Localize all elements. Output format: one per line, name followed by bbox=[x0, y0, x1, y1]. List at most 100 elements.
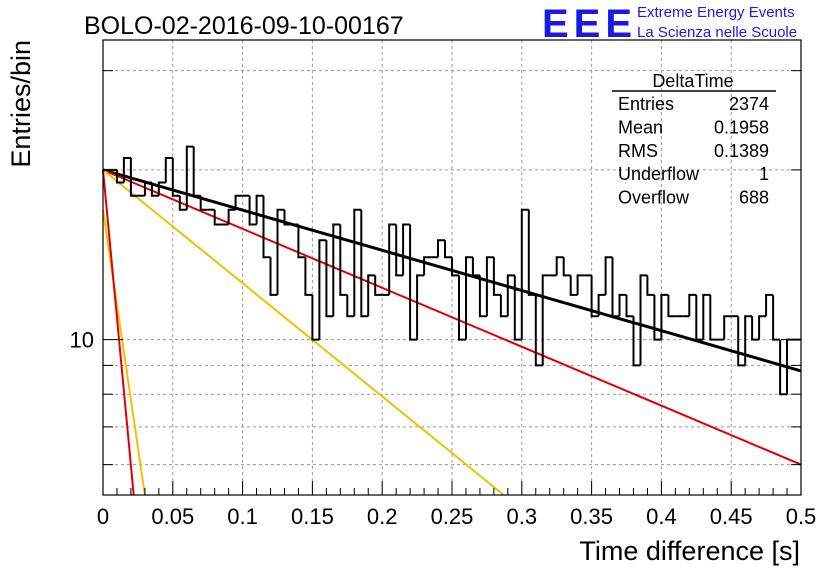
histogram-bin bbox=[122, 157, 131, 183]
histogram-bin bbox=[346, 294, 355, 318]
histogram-bin bbox=[360, 209, 369, 318]
x-tick-label: 0.2 bbox=[367, 504, 398, 529]
eee-logo: EEE bbox=[542, 2, 632, 46]
histogram-bin bbox=[269, 257, 278, 296]
histogram-bin bbox=[485, 256, 494, 317]
histogram-bin bbox=[744, 315, 753, 366]
stats-row-value: 1 bbox=[759, 164, 769, 184]
histogram-bin bbox=[262, 195, 271, 259]
histogram-bin bbox=[150, 182, 159, 197]
histogram-bin bbox=[199, 195, 208, 211]
histogram-bin bbox=[653, 294, 662, 341]
histogram-bin bbox=[339, 224, 348, 296]
histogram-bin bbox=[367, 274, 376, 317]
histogram-bin bbox=[437, 239, 445, 258]
histogram-bin bbox=[157, 181, 166, 196]
fit-curve bbox=[102, 209, 146, 496]
histogram-bin bbox=[534, 294, 543, 367]
histogram-bin bbox=[471, 257, 480, 277]
x-tick-label: 0.45 bbox=[710, 504, 753, 529]
histogram-bin bbox=[520, 208, 529, 340]
histogram-bin bbox=[192, 146, 201, 197]
histogram-bin bbox=[178, 195, 187, 211]
histogram-bin bbox=[478, 275, 487, 318]
stats-row-value: 2374 bbox=[729, 94, 769, 114]
histogram-bin bbox=[318, 239, 327, 340]
histogram-bin bbox=[688, 293, 697, 317]
stats-row-value: 688 bbox=[739, 188, 769, 208]
histogram-bin bbox=[765, 293, 774, 317]
histogram-bin bbox=[590, 275, 599, 318]
histogram-bin bbox=[618, 293, 627, 317]
histogram-bin bbox=[325, 240, 334, 318]
axis-ticks: 0 0.05 0.1 0.15 0.2 0.25 0.3 0.35 0.4 0.45 0.5 10 bbox=[70, 70, 817, 529]
histogram-bin bbox=[402, 223, 411, 276]
histogram-bin bbox=[751, 316, 760, 341]
histogram-bin bbox=[458, 275, 466, 341]
fit-curve bbox=[102, 169, 505, 496]
histogram-bin bbox=[695, 294, 704, 341]
histogram-bin bbox=[283, 209, 292, 226]
stats-row-label: Overflow bbox=[618, 188, 690, 208]
y-axis-label: Entries/bin bbox=[6, 40, 36, 168]
histogram-bin bbox=[541, 274, 550, 366]
histogram-bin bbox=[423, 256, 432, 276]
histogram-bin bbox=[702, 293, 711, 340]
histogram-bin bbox=[143, 181, 152, 196]
histogram-bin bbox=[576, 274, 585, 295]
histogram-bin bbox=[409, 224, 418, 341]
histogram-bin bbox=[632, 316, 641, 367]
histogram-bin bbox=[213, 209, 222, 226]
histogram-bin bbox=[311, 294, 320, 341]
histogram-bin bbox=[779, 339, 787, 396]
stats-box: DeltaTime Entries 2374 Mean 0.1958 RMS 0.1389… bbox=[612, 71, 776, 208]
histogram-bin bbox=[255, 194, 264, 225]
y-tick-label: 10 bbox=[70, 328, 94, 353]
histogram-bin bbox=[758, 315, 767, 340]
histogram-bin bbox=[709, 294, 718, 341]
histogram-bin bbox=[129, 158, 138, 197]
org-name-line1: Extreme Energy Events bbox=[637, 4, 795, 21]
x-tick-label: 0.25 bbox=[431, 504, 474, 529]
x-tick-label: 0.4 bbox=[646, 504, 677, 529]
histogram-bin bbox=[604, 256, 613, 295]
histogram-bin bbox=[304, 257, 313, 296]
x-tick-label: 0.35 bbox=[570, 504, 613, 529]
histogram-bin bbox=[353, 208, 362, 317]
x-tick-label: 0 bbox=[97, 504, 109, 529]
histogram-bin bbox=[506, 274, 515, 317]
histogram-bin bbox=[164, 157, 173, 183]
histogram-bin bbox=[667, 294, 676, 318]
stats-row-value: 0.1958 bbox=[714, 117, 769, 137]
org-name-line2: La Scienza nelle Scuole bbox=[637, 24, 797, 41]
x-tick-label: 0.5 bbox=[786, 504, 817, 529]
stats-row-label: Entries bbox=[618, 94, 674, 114]
chart-title: BOLO-02-2016-09-10-00167 bbox=[84, 12, 404, 40]
histogram-bin bbox=[646, 275, 655, 296]
histogram-bin bbox=[297, 224, 306, 259]
histogram-bin bbox=[639, 274, 648, 366]
x-tick-label: 0.1 bbox=[227, 504, 258, 529]
fit-curve bbox=[102, 169, 135, 496]
histogram-bin bbox=[562, 257, 571, 277]
histogram-bin bbox=[388, 223, 397, 295]
x-tick-label: 0.05 bbox=[151, 504, 194, 529]
histogram-bin bbox=[660, 293, 669, 340]
histogram-bin bbox=[171, 158, 180, 197]
x-tick-label: 0.3 bbox=[507, 504, 538, 529]
histogram-bin bbox=[465, 256, 473, 340]
histogram-bin bbox=[395, 224, 404, 277]
histogram bbox=[103, 145, 801, 396]
histogram-bin bbox=[527, 209, 536, 296]
histogram-bin bbox=[116, 169, 124, 184]
histogram-bin bbox=[234, 194, 243, 210]
histogram-bin bbox=[772, 294, 781, 341]
histogram-bin bbox=[737, 316, 746, 367]
histogram-bin bbox=[332, 223, 341, 317]
fit-curves bbox=[102, 168, 802, 496]
grid bbox=[103, 40, 801, 495]
x-tick-label: 0.15 bbox=[291, 504, 334, 529]
histogram-bin bbox=[569, 275, 578, 296]
histogram-bin bbox=[444, 240, 452, 259]
